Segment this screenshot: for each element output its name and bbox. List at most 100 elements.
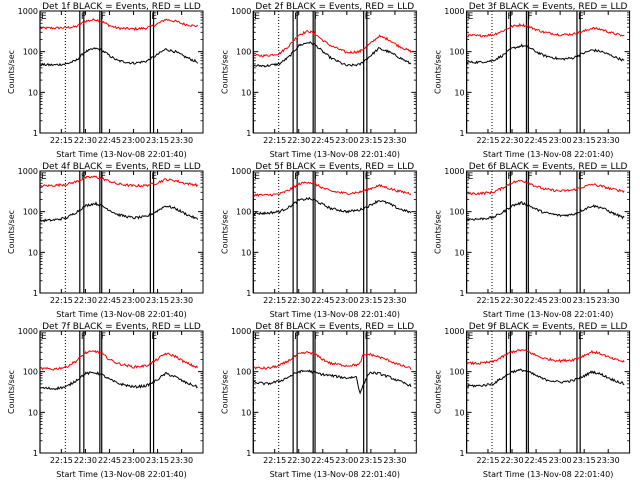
y-tick-label: 1000 [444, 167, 464, 176]
y-axis-label: Counts/sec [220, 210, 229, 254]
region-label: F [507, 332, 512, 342]
region-label: F [101, 332, 106, 342]
y-tick-label: 1000 [444, 7, 464, 16]
region-label: F [314, 172, 319, 182]
x-tick-label: 23:15 [146, 296, 169, 305]
x-tick-label: 22:45 [525, 296, 548, 305]
y-tick-label: 1 [246, 289, 251, 298]
region-label: E [468, 172, 474, 182]
x-tick-label: 22:15 [263, 296, 286, 305]
region-label: E [468, 12, 474, 22]
region-label: E [151, 172, 157, 182]
panel-title: Det 4f BLACK = Events, RED = LLD [42, 162, 201, 172]
panel-title: Det 7f BLACK = Events, RED = LLD [42, 322, 201, 332]
region-label: E [578, 12, 584, 22]
region-label: F [294, 332, 299, 342]
panel-det-3: Det 3f BLACK = Events, RED = LLD Start Ti… [434, 2, 631, 159]
x-tick-label: 23:15 [573, 136, 596, 145]
region-label: F [527, 332, 532, 342]
panel-title: Det 1f BLACK = Events, RED = LLD [42, 2, 201, 12]
x-tick-label: 23:00 [549, 136, 572, 145]
region-label: E [365, 332, 371, 342]
x-tick-label: 23:00 [335, 456, 358, 465]
y-tick-label: 100 [23, 368, 38, 377]
y-tick-label: 10 [454, 408, 464, 417]
y-tick-label: 1 [33, 449, 38, 458]
plot-frame [39, 330, 204, 454]
series-line-lld [466, 22, 625, 38]
region-label: F [527, 172, 532, 182]
y-axis-label: Counts/sec [220, 370, 229, 414]
x-axis-label: Start Time (13-Nov-08 22:01:40) [56, 310, 186, 319]
x-tick-label: 22:45 [98, 456, 121, 465]
x-tick-label: 23:00 [335, 136, 358, 145]
panel-title: Det 6f BLACK = Events, RED = LLD [469, 162, 628, 172]
series-line-lld [40, 17, 199, 32]
x-tick-label: 22:15 [476, 296, 499, 305]
series-line-events [253, 196, 412, 216]
series-line-lld [40, 349, 199, 371]
x-tick-label: 23:30 [597, 456, 620, 465]
x-tick-label: 22:30 [287, 296, 310, 305]
region-label: F [314, 332, 319, 342]
panel-title: Det 2f BLACK = Events, RED = LLD [255, 2, 414, 12]
region-label: E [41, 172, 47, 182]
x-tick-label: 22:30 [74, 296, 97, 305]
x-tick-label: 23:15 [573, 456, 596, 465]
y-axis-label: Counts/sec [434, 210, 443, 254]
y-tick-label: 100 [23, 48, 38, 57]
panel-det-5: Det 5f BLACK = Events, RED = LLD Start Ti… [220, 162, 417, 319]
y-tick-label: 100 [23, 208, 38, 217]
region-label: E [365, 12, 371, 22]
x-tick-label: 22:15 [50, 296, 73, 305]
y-tick-label: 100 [449, 208, 464, 217]
panel-det-8: Det 8f BLACK = Events, RED = LLD Start Ti… [220, 322, 417, 479]
x-tick-label: 23:15 [146, 456, 169, 465]
series-line-events [466, 200, 625, 221]
panel-title: Det 3f BLACK = Events, RED = LLD [469, 2, 628, 12]
x-axis-label: Start Time (13-Nov-08 22:01:40) [270, 470, 400, 479]
y-tick-label: 1 [246, 449, 251, 458]
region-label: E [468, 332, 474, 342]
region-label: E [254, 172, 260, 182]
x-tick-label: 23:15 [146, 136, 169, 145]
region-label: E [151, 12, 157, 22]
x-axis-label: Start Time (13-Nov-08 22:01:40) [483, 150, 613, 159]
panel-title: Det 9f BLACK = Events, RED = LLD [469, 322, 628, 332]
x-axis-label: Start Time (13-Nov-08 22:01:40) [483, 310, 613, 319]
x-tick-label: 23:30 [597, 136, 620, 145]
x-tick-label: 23:00 [549, 456, 572, 465]
y-tick-label: 1000 [231, 167, 251, 176]
region-label: F [81, 172, 86, 182]
region-label: F [294, 172, 299, 182]
y-tick-label: 100 [449, 368, 464, 377]
plot-frame [252, 170, 417, 294]
y-tick-label: 1000 [231, 7, 251, 16]
y-tick-label: 100 [449, 48, 464, 57]
series-line-events [253, 41, 412, 68]
x-axis-label: Start Time (13-Nov-08 22:01:40) [270, 310, 400, 319]
y-axis-label: Counts/sec [434, 370, 443, 414]
series-line-lld [253, 30, 412, 58]
region-label: E [41, 12, 47, 22]
plot-frame [39, 170, 204, 294]
x-tick-label: 23:30 [383, 456, 406, 465]
y-tick-label: 100 [236, 48, 251, 57]
x-tick-label: 22:30 [287, 136, 310, 145]
region-label: F [101, 12, 106, 22]
y-axis-label: Counts/sec [434, 50, 443, 94]
x-tick-label: 22:15 [263, 136, 286, 145]
x-axis-label: Start Time (13-Nov-08 22:01:40) [56, 470, 186, 479]
y-tick-label: 1 [460, 129, 465, 138]
x-tick-label: 22:45 [525, 136, 548, 145]
panel-det-1: Det 1f BLACK = Events, RED = LLD Start Ti… [7, 2, 204, 159]
panel-det-4: Det 4f BLACK = Events, RED = LLD Start Ti… [7, 162, 204, 319]
y-axis-label: Counts/sec [7, 370, 16, 414]
plot-frame [252, 10, 417, 134]
x-tick-label: 23:30 [597, 296, 620, 305]
panel-det-2: Det 2f BLACK = Events, RED = LLD Start Ti… [220, 2, 417, 159]
region-label: F [101, 172, 106, 182]
y-axis-label: Counts/sec [7, 50, 16, 94]
x-tick-label: 23:30 [170, 296, 193, 305]
